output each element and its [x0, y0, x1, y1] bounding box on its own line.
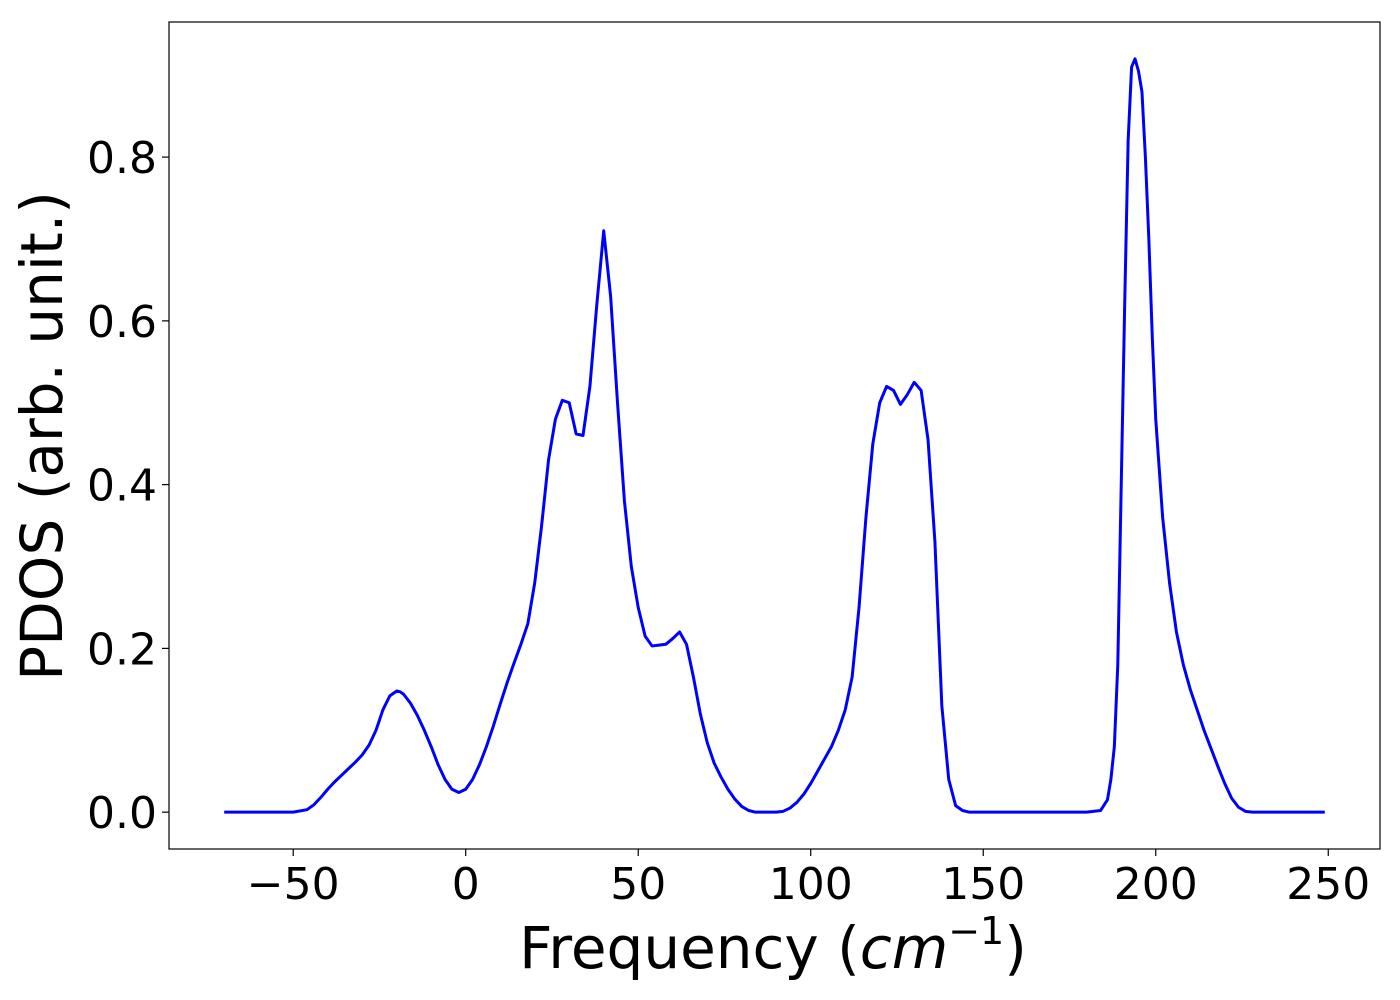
y-tick-label: 0.6 [87, 297, 157, 348]
x-tick-label: −50 [247, 859, 340, 910]
plot-area [168, 21, 1381, 850]
y-tick-label: 0.0 [87, 788, 157, 839]
x-tick-label: 200 [1114, 859, 1198, 910]
x-tick-label: 50 [610, 859, 666, 910]
x-tick-label: 150 [941, 859, 1025, 910]
pdos-line [224, 57, 1325, 814]
x-tick-label: 250 [1286, 859, 1370, 910]
y-tick-label: 0.4 [87, 461, 157, 512]
x-tick-label: 100 [769, 859, 853, 910]
y-tick-label: 0.2 [87, 624, 157, 675]
axes-frame [168, 21, 1381, 850]
x-axis-label: Frequency (cm−1) [519, 909, 1027, 982]
y-tick-label: 0.8 [87, 133, 157, 184]
y-axis-label: PDOS (arb. unit.) [8, 191, 76, 681]
x-axis-ticks: −50 0 50 100 150 200 250 [247, 849, 1370, 910]
y-axis-ticks: 0.0 0.2 0.4 0.6 0.8 [87, 133, 169, 839]
x-tick-label: 0 [452, 859, 480, 910]
